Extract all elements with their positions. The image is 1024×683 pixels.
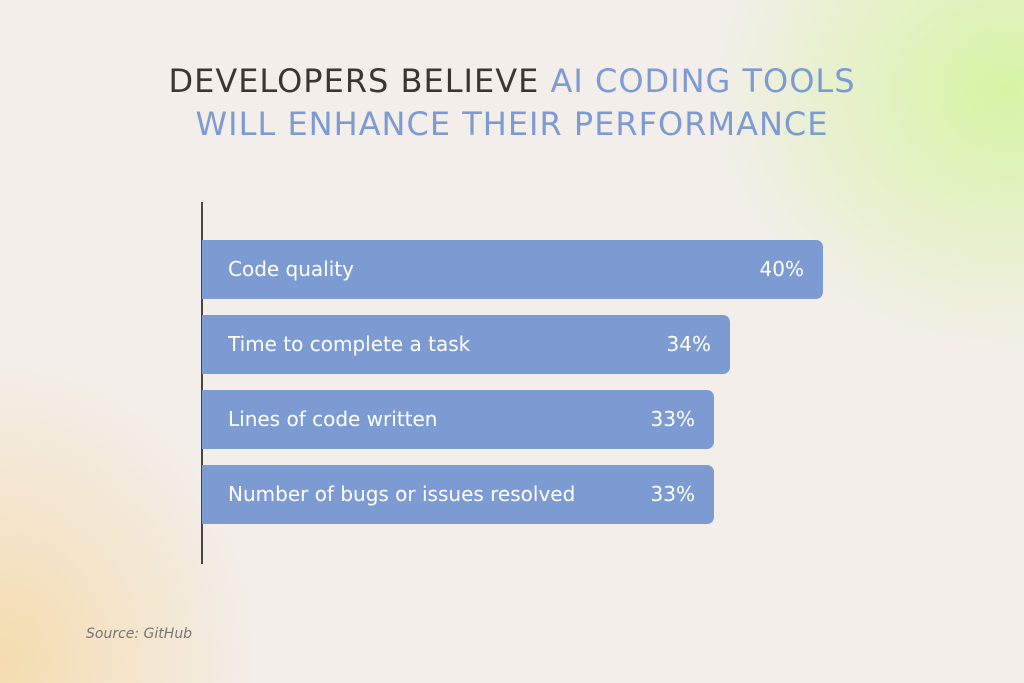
chart-title-part-1: DEVELOPERS BELIEVE	[168, 62, 540, 100]
bar-1: Code quality 40%	[202, 240, 823, 299]
bar-label: Number of bugs or issues resolved	[228, 482, 576, 506]
bar-value-label: 40%	[759, 257, 804, 281]
bar-4: Number of bugs or issues resolved 33%	[202, 465, 714, 524]
bar-label: Code quality	[228, 257, 354, 281]
chart-title-part-2: AI CODING TOOLS	[550, 62, 856, 100]
bar-3: Lines of code written 33%	[202, 390, 714, 449]
y-axis-line	[201, 202, 203, 564]
bar-value-label: 33%	[650, 407, 695, 431]
chart-title-line-1: DEVELOPERS BELIEVE AI CODING TOOLS	[0, 62, 1024, 100]
bar-label: Lines of code written	[228, 407, 438, 431]
source-note: Source: GitHub	[86, 626, 193, 642]
bar-label: Time to complete a task	[228, 332, 471, 356]
chart-title-line-2: WILL ENHANCE THEIR PERFORMANCE	[195, 105, 829, 143]
bar-value-label: 34%	[666, 332, 711, 356]
bar-2: Time to complete a task 34%	[202, 315, 730, 374]
bar-value-label: 33%	[650, 482, 695, 506]
